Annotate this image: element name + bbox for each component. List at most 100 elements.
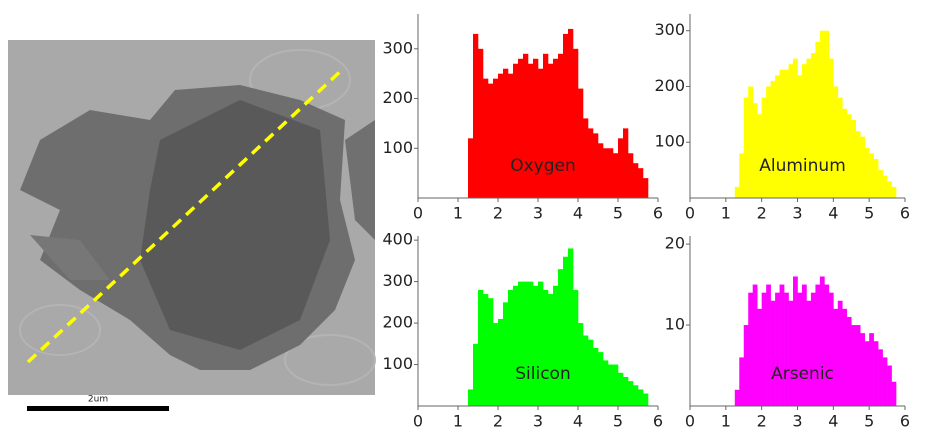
bar bbox=[488, 83, 494, 198]
bar bbox=[851, 325, 857, 406]
bar bbox=[523, 281, 529, 406]
bar bbox=[784, 69, 789, 199]
bar bbox=[775, 292, 780, 406]
x-tick-label: 1 bbox=[721, 412, 731, 429]
y-tick-label: 200 bbox=[654, 76, 685, 95]
y-tick-label: 10 bbox=[665, 315, 685, 334]
x-tick-label: 0 bbox=[413, 204, 423, 223]
bar bbox=[618, 138, 624, 198]
bar bbox=[757, 114, 762, 198]
bar bbox=[568, 28, 574, 199]
bar bbox=[766, 284, 771, 406]
bar bbox=[819, 30, 825, 199]
bar bbox=[761, 292, 767, 406]
x-tick-label: 2 bbox=[757, 204, 767, 223]
bar bbox=[643, 178, 649, 198]
x-tick-label: 6 bbox=[653, 412, 663, 429]
bar bbox=[842, 108, 848, 198]
bar bbox=[828, 58, 834, 198]
y-tick-label: 300 bbox=[382, 271, 413, 290]
bar bbox=[573, 289, 579, 406]
x-tick-label: 6 bbox=[900, 412, 910, 429]
x-tick-label: 5 bbox=[613, 204, 623, 223]
x-tick-label: 4 bbox=[573, 412, 583, 429]
bar bbox=[766, 86, 771, 198]
bar bbox=[513, 63, 519, 198]
bar bbox=[513, 285, 519, 406]
bar bbox=[891, 381, 897, 406]
bar bbox=[882, 357, 888, 406]
bar bbox=[593, 133, 599, 198]
bar bbox=[613, 153, 619, 198]
bar bbox=[583, 335, 589, 406]
bar bbox=[538, 68, 544, 199]
bar bbox=[598, 352, 604, 406]
bar bbox=[801, 284, 807, 406]
bar bbox=[553, 285, 559, 406]
bar bbox=[588, 128, 594, 198]
bar bbox=[638, 389, 644, 406]
x-tick-label: 5 bbox=[864, 204, 874, 223]
bar bbox=[518, 281, 524, 406]
bar bbox=[855, 325, 861, 406]
bar bbox=[578, 323, 584, 406]
bar bbox=[543, 53, 549, 198]
x-tick-label: 2 bbox=[757, 412, 767, 429]
bar bbox=[770, 80, 776, 198]
bar bbox=[793, 276, 798, 406]
y-tick-label: 20 bbox=[665, 234, 685, 253]
bar bbox=[833, 86, 839, 198]
bar bbox=[788, 64, 794, 198]
bar bbox=[568, 248, 574, 406]
x-tick-label: 5 bbox=[613, 412, 623, 429]
x-tick-label: 0 bbox=[413, 412, 423, 429]
bar bbox=[528, 281, 534, 406]
bar bbox=[593, 347, 599, 406]
bar bbox=[775, 75, 780, 198]
bar bbox=[757, 308, 762, 406]
y-tick-label: 200 bbox=[382, 88, 413, 107]
bar bbox=[801, 64, 807, 198]
bar bbox=[815, 284, 821, 406]
scale-bar bbox=[27, 406, 169, 411]
bar bbox=[638, 168, 644, 198]
bar bbox=[623, 128, 629, 198]
bar bbox=[797, 75, 803, 198]
y-tick-label: 100 bbox=[382, 138, 413, 157]
bar bbox=[734, 186, 740, 198]
x-tick-label: 5 bbox=[864, 412, 874, 429]
bar bbox=[748, 86, 754, 198]
bar bbox=[633, 385, 639, 406]
element-label: Oxygen bbox=[510, 156, 576, 176]
bar bbox=[493, 323, 499, 406]
bar bbox=[819, 276, 825, 406]
bar bbox=[533, 285, 539, 406]
x-tick-label: 1 bbox=[453, 204, 463, 223]
bar bbox=[603, 148, 609, 198]
element-label: Arsenic bbox=[771, 364, 834, 384]
bar bbox=[473, 33, 479, 198]
y-tick-label: 200 bbox=[382, 313, 413, 332]
bar bbox=[608, 364, 614, 406]
bar bbox=[623, 376, 629, 406]
bar bbox=[473, 343, 479, 406]
bar bbox=[583, 118, 589, 198]
bar bbox=[797, 292, 803, 406]
bar bbox=[779, 284, 785, 406]
x-tick-label: 0 bbox=[685, 204, 695, 223]
bar bbox=[873, 341, 879, 406]
bar bbox=[828, 292, 834, 406]
element-label: Aluminum bbox=[759, 156, 846, 176]
x-tick-label: 2 bbox=[493, 204, 503, 223]
bar bbox=[563, 256, 569, 406]
bar bbox=[891, 186, 897, 198]
bar bbox=[784, 292, 789, 406]
bar bbox=[734, 389, 740, 406]
scale-label: 2um bbox=[88, 395, 108, 405]
bar bbox=[498, 73, 504, 198]
bar bbox=[873, 158, 879, 198]
y-tick-label: 400 bbox=[382, 230, 413, 249]
x-tick-label: 1 bbox=[453, 412, 463, 429]
bar bbox=[810, 292, 816, 406]
